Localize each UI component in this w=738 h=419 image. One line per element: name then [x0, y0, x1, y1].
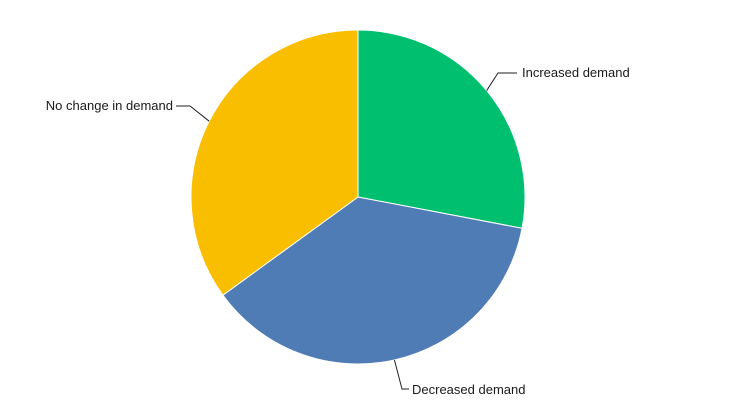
slice-label-decreased-demand: Decreased demand	[412, 382, 525, 397]
leader-line-no-change-in-demand	[176, 105, 210, 122]
pie-slices	[190, 29, 526, 365]
pie-slice-no-change-in-demand	[190, 29, 359, 296]
pie-slice-increased-demand	[357, 29, 526, 229]
slice-label-increased-demand: Increased demand	[522, 65, 630, 80]
pie-labels: Increased demand Decreased demand No chang…	[46, 65, 630, 397]
leader-line-decreased-demand	[393, 359, 409, 390]
pie-leader-lines	[176, 72, 517, 390]
slice-label-no-change-in-demand: No change in demand	[46, 98, 173, 113]
pie-slice-decreased-demand	[222, 196, 523, 365]
leader-line-increased-demand	[486, 72, 517, 91]
